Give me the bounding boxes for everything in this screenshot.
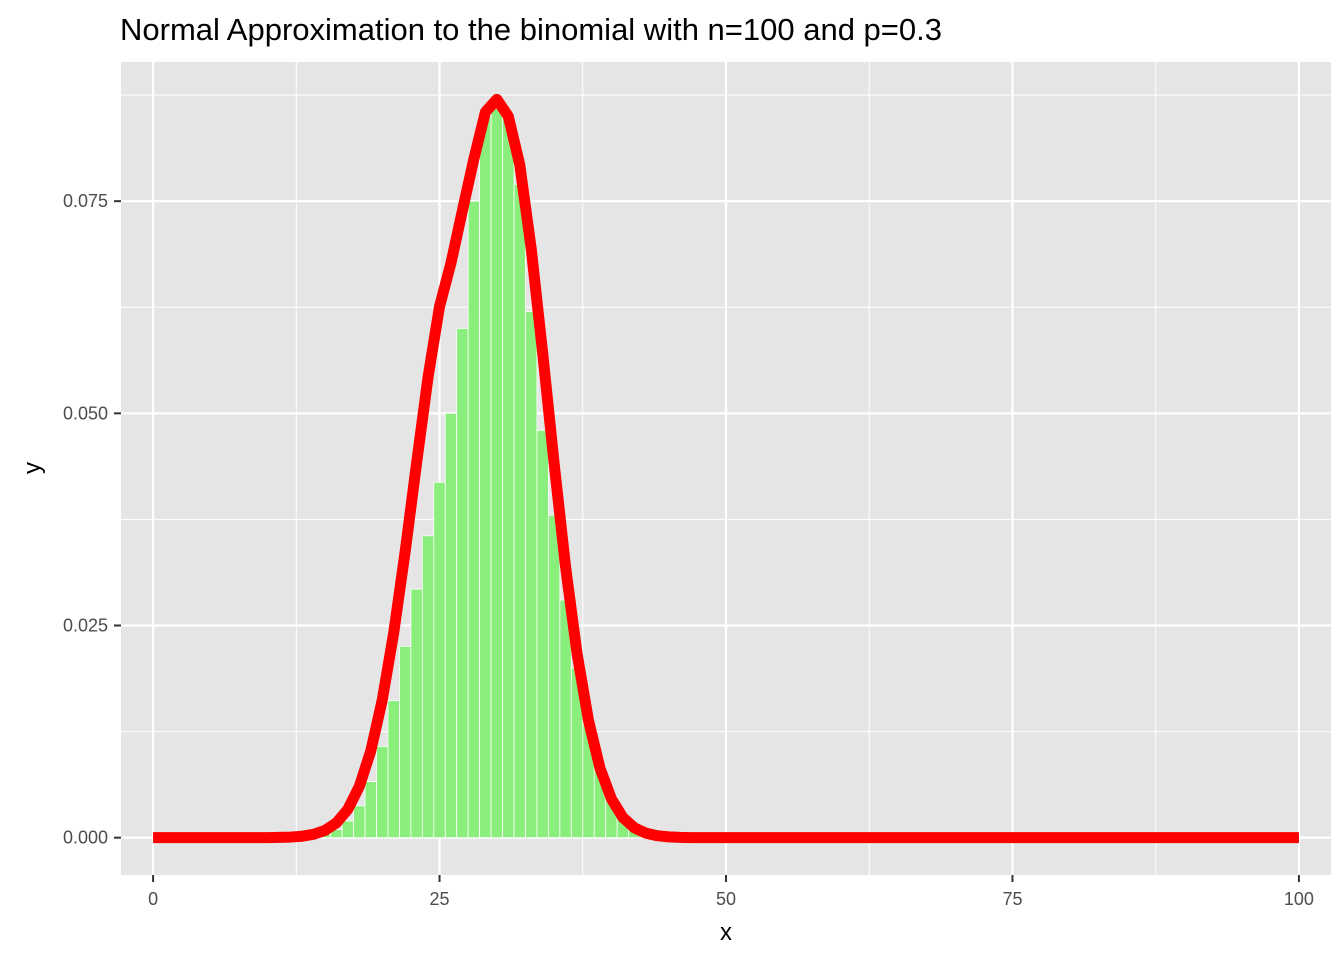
x-axis-title: x bbox=[720, 919, 732, 946]
bar bbox=[376, 746, 389, 839]
x-tick-label: 100 bbox=[1284, 889, 1314, 909]
probability-bars bbox=[284, 107, 698, 839]
y-tick-label: 0.050 bbox=[63, 403, 108, 423]
chart-title: Normal Approximation to the binomial wit… bbox=[120, 12, 942, 47]
bar bbox=[467, 200, 481, 839]
y-tick-label: 0.000 bbox=[63, 828, 108, 848]
normal-curve-layer bbox=[153, 93, 1299, 844]
bar bbox=[421, 535, 435, 839]
x-tick-label: 0 bbox=[148, 889, 158, 909]
x-axis: 0 25 50 75 100 bbox=[148, 875, 1314, 909]
bar bbox=[444, 412, 458, 839]
x-tick-label: 75 bbox=[1002, 889, 1022, 909]
bar bbox=[341, 820, 355, 839]
bar bbox=[513, 183, 526, 839]
bar bbox=[525, 311, 538, 839]
bar bbox=[433, 481, 446, 839]
bar bbox=[502, 115, 515, 839]
y-axis: 0.000 0.025 0.050 0.075 bbox=[63, 191, 121, 848]
y-tick-label: 0.025 bbox=[63, 615, 108, 635]
x-tick-label: 50 bbox=[716, 889, 736, 909]
bar bbox=[490, 107, 503, 839]
bar bbox=[456, 328, 469, 839]
bar bbox=[387, 700, 400, 839]
bar bbox=[353, 805, 366, 839]
x-tick-label: 25 bbox=[430, 889, 450, 909]
bar bbox=[536, 429, 549, 839]
y-tick-label: 0.075 bbox=[63, 191, 108, 211]
bar bbox=[364, 781, 377, 839]
y-axis-title: y bbox=[19, 462, 46, 474]
bar bbox=[399, 645, 412, 839]
bar bbox=[547, 514, 561, 839]
bar bbox=[410, 588, 423, 839]
normal-curve bbox=[153, 93, 1299, 844]
bar bbox=[479, 115, 492, 839]
